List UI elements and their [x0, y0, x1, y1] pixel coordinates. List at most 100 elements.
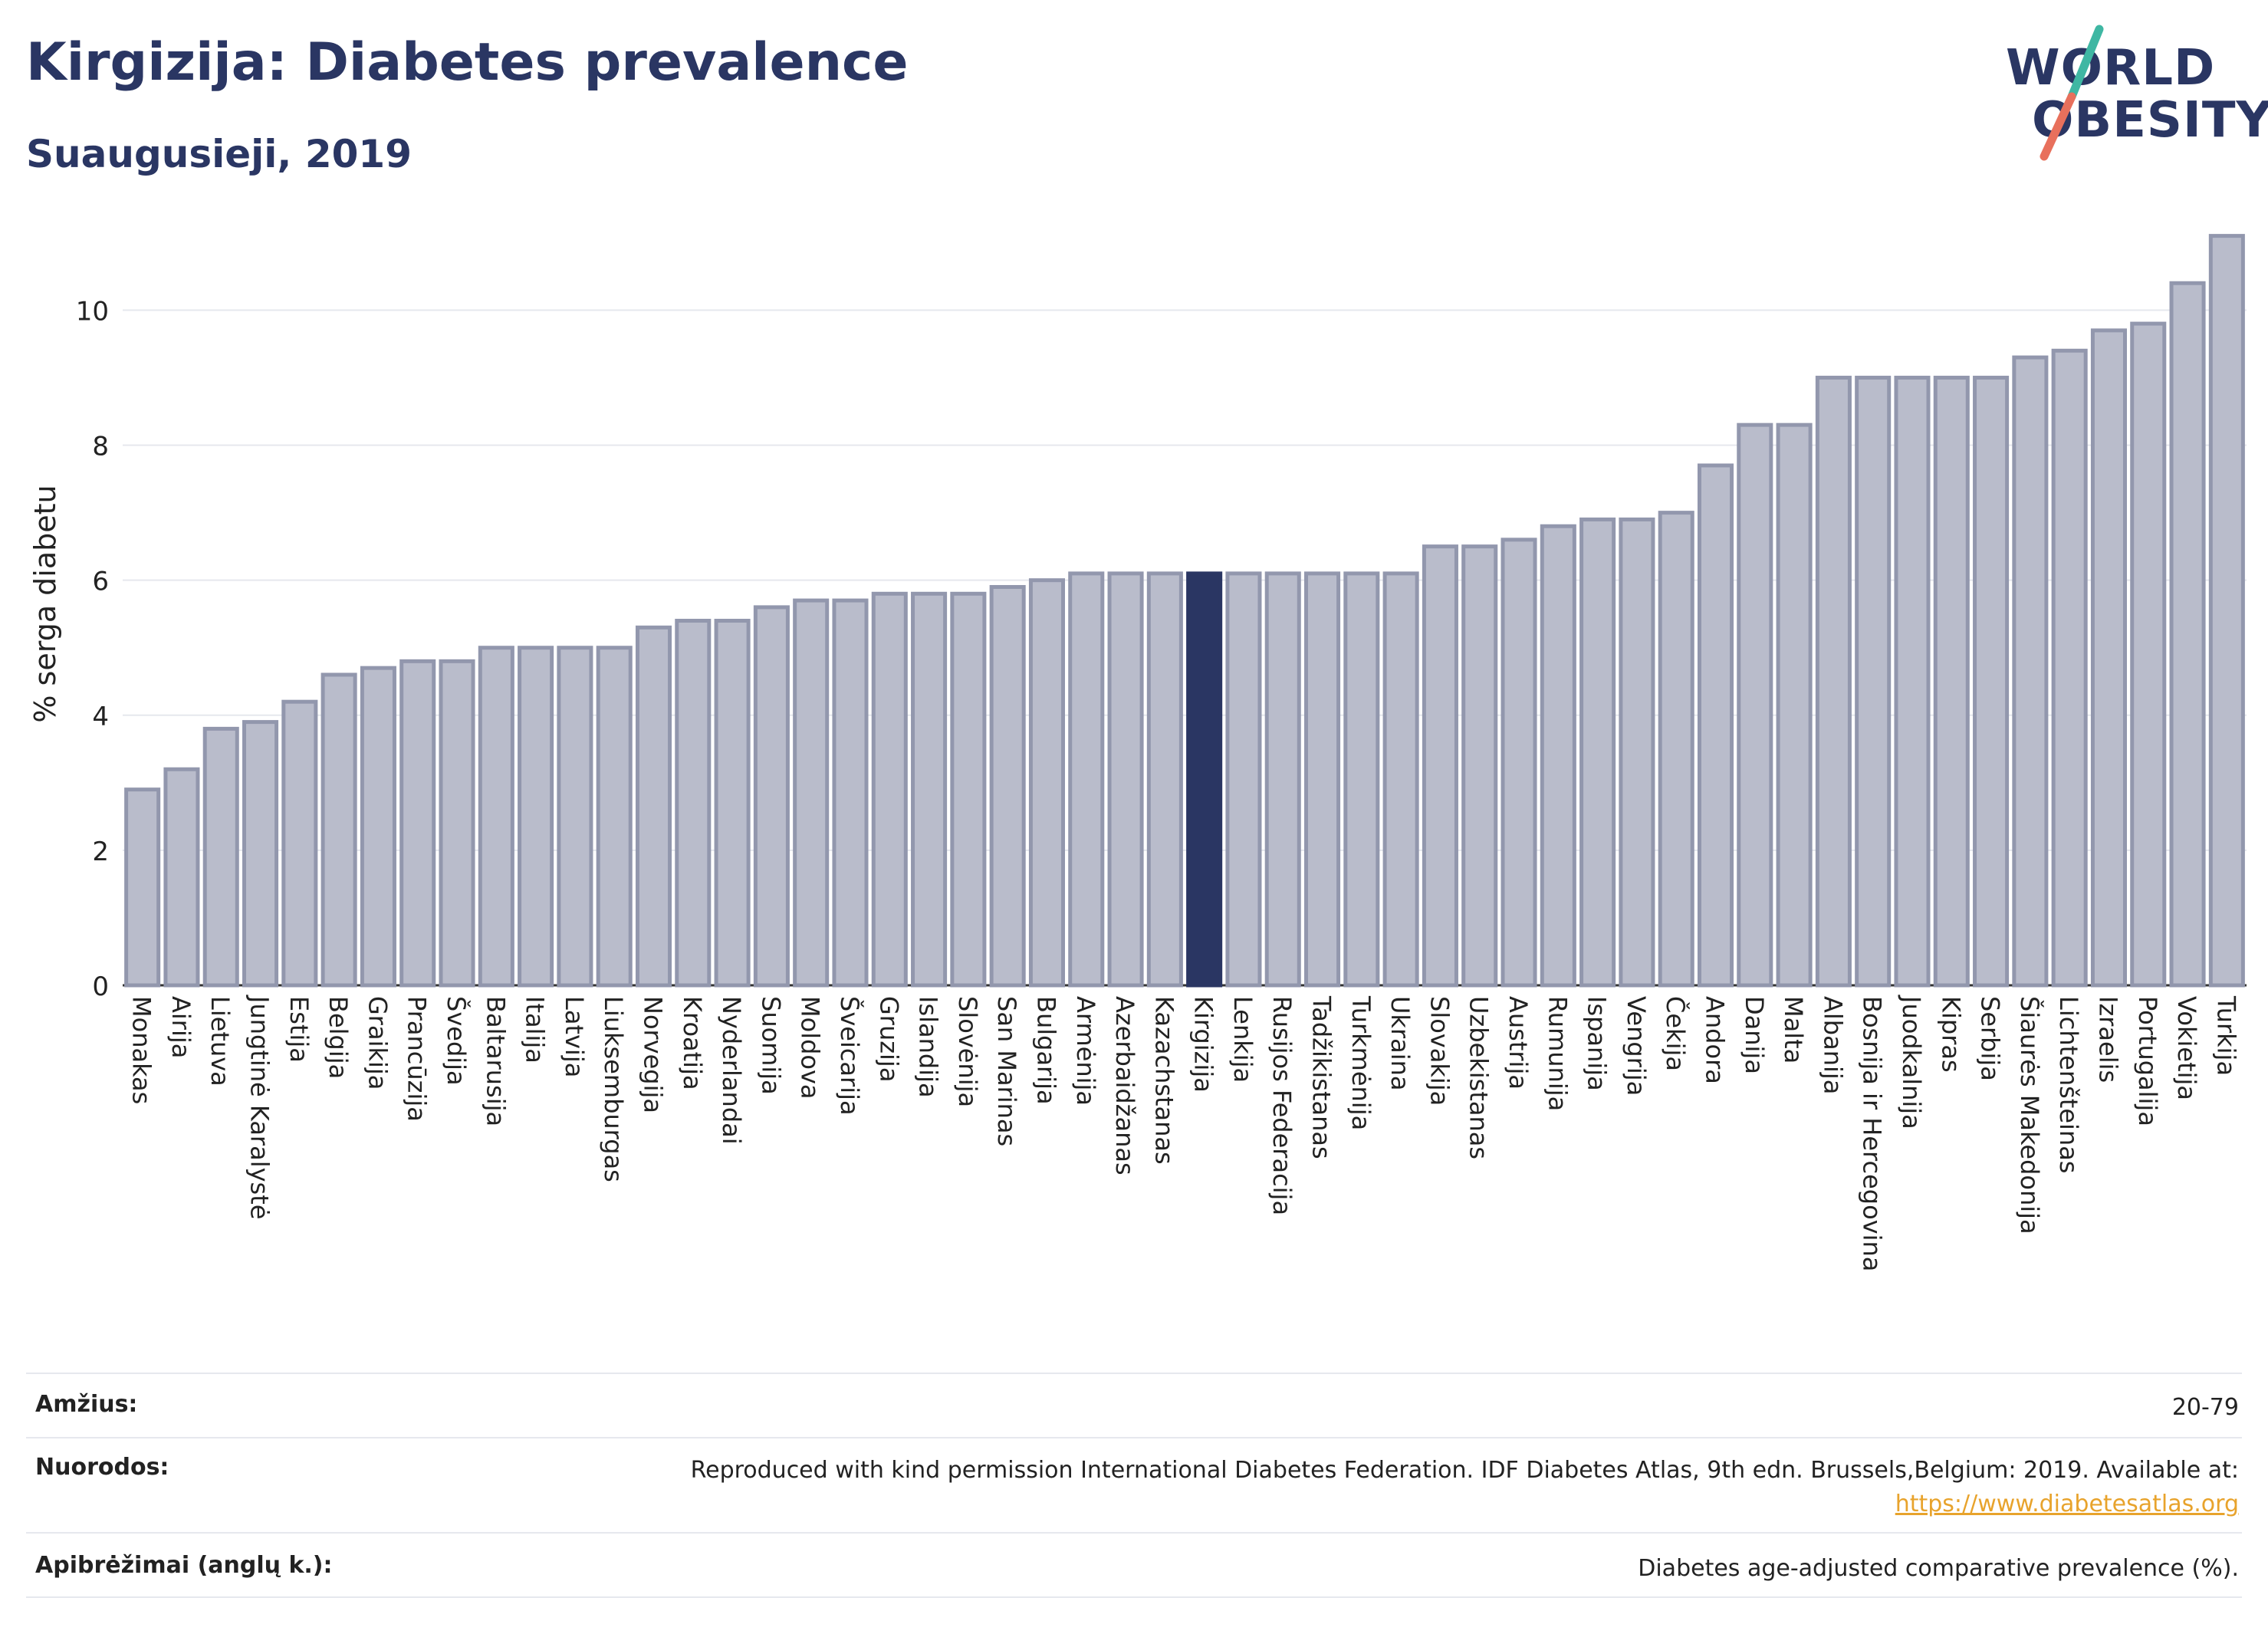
bar[interactable] [950, 591, 987, 988]
x-tick-label: Lenkija [1228, 996, 1257, 1083]
x-tick-label: Prancūzija [403, 996, 432, 1122]
x-tick-label: Danija [1740, 996, 1769, 1074]
x-tick-label: Bosnija ir Hercegovina [1858, 996, 1887, 1271]
x-tick-label: Liuksemburgas [599, 996, 628, 1182]
bar[interactable] [1461, 544, 1498, 988]
bar[interactable] [832, 598, 869, 988]
bar[interactable] [518, 646, 554, 988]
footer-row-age: Amžius: 20-79 [26, 1373, 2242, 1437]
bar[interactable] [1619, 517, 1655, 988]
bar[interactable] [557, 646, 593, 988]
bar[interactable] [2090, 328, 2127, 988]
bar[interactable] [1186, 571, 1223, 988]
x-tick-label: Portugalija [2133, 996, 2162, 1126]
bar[interactable] [1107, 571, 1144, 988]
bar[interactable] [242, 720, 279, 988]
bar[interactable] [1382, 571, 1419, 988]
bar[interactable] [439, 659, 475, 988]
bar[interactable] [1304, 571, 1341, 988]
bar[interactable] [1933, 376, 1970, 988]
x-tick-label: Kirgizija [1189, 996, 1218, 1093]
bar[interactable] [1225, 571, 1262, 988]
x-tick-label: Azerbaidžanas [1110, 996, 1139, 1175]
bar[interactable] [714, 619, 751, 988]
bar[interactable] [163, 767, 200, 988]
bar[interactable] [635, 625, 672, 988]
bar[interactable] [1500, 538, 1537, 988]
references-value: Reproduced with kind permission Internat… [691, 1454, 2242, 1521]
bar[interactable] [1776, 422, 1813, 988]
x-tick-label: Vokietija [2172, 996, 2201, 1100]
x-tick-label: Slovėnija [953, 996, 982, 1107]
bar[interactable] [1068, 571, 1105, 988]
bar[interactable] [399, 659, 436, 988]
x-tick-label: Nyderlandai [717, 996, 746, 1145]
x-tick-label: Andora [1701, 996, 1730, 1084]
bar[interactable] [360, 666, 396, 988]
x-tick-labels: Monakas Airija Lietuva Jungtinė Karalystė Es… [127, 995, 2241, 1271]
references-link[interactable]: https://www.diabetesatlas.org [1895, 1491, 2239, 1517]
bar[interactable] [1579, 517, 1616, 988]
bar[interactable] [1422, 544, 1458, 988]
x-tick-label: Uzbekistanas [1464, 996, 1494, 1159]
bar[interactable] [1973, 376, 2010, 988]
definitions-label: Apibrėžimai (anglų k.): [35, 1552, 333, 1579]
x-tick-label: Izraelis [2093, 996, 2122, 1083]
bar[interactable] [202, 726, 239, 988]
bar[interactable] [2051, 348, 2088, 988]
bar[interactable] [1737, 422, 1773, 988]
bar[interactable] [478, 646, 514, 988]
age-label: Amžius: [35, 1391, 138, 1418]
bar[interactable] [1894, 376, 1931, 988]
bar[interactable] [911, 591, 948, 988]
x-tick-label: Šveicarija [835, 996, 865, 1116]
x-tick-label: Armėnija [1071, 996, 1100, 1106]
bar[interactable] [1264, 571, 1301, 988]
y-tick-label: 0 [92, 972, 109, 1002]
x-tick-label: Graikija [363, 996, 392, 1090]
x-tick-label: Rusijos Federacija [1267, 996, 1297, 1215]
x-tick-label: Belgija [324, 996, 353, 1079]
bar[interactable] [1540, 524, 1576, 988]
logo-text-line1: WORLD [2006, 40, 2216, 97]
x-tick-label: Kroatija [678, 996, 707, 1090]
x-tick-label: Suomija [756, 996, 785, 1095]
bar[interactable] [2169, 281, 2206, 988]
bar[interactable] [1658, 511, 1694, 988]
bar[interactable] [596, 646, 633, 988]
bar[interactable] [320, 672, 357, 988]
bar[interactable] [1815, 376, 1852, 988]
bar[interactable] [281, 699, 318, 988]
x-tick-label: Slovakija [1425, 996, 1454, 1106]
bar[interactable] [1343, 571, 1380, 988]
bar[interactable] [2208, 234, 2245, 988]
x-tick-label: Norvegija [639, 996, 668, 1113]
bar[interactable] [1697, 463, 1734, 988]
bar[interactable] [989, 584, 1026, 988]
footer-row-references: Nuorodos: Reproduced with kind permissio… [26, 1437, 2242, 1532]
x-tick-label: Bulgarija [1031, 996, 1060, 1105]
bar[interactable] [753, 605, 790, 988]
x-tick-label: Austrija [1504, 996, 1533, 1090]
y-tick-label: 6 [92, 567, 109, 597]
y-tick-label: 2 [92, 837, 109, 867]
chart-footer: Amžius: 20-79 Nuorodos: Reproduced with … [26, 1373, 2242, 1598]
x-tick-label: Baltarusija [481, 996, 510, 1126]
bar[interactable] [1855, 376, 1892, 988]
x-tick-label: Airija [166, 996, 196, 1058]
bar[interactable] [2130, 321, 2167, 988]
y-tick-label: 10 [76, 296, 109, 327]
bar[interactable] [793, 598, 830, 988]
x-tick-label: Šiaurės Makedonija [2015, 996, 2045, 1235]
bar[interactable] [124, 787, 161, 988]
bar[interactable] [2012, 355, 2049, 988]
grid-lines [123, 309, 2247, 987]
bar[interactable] [1028, 578, 1065, 988]
page-title: Kirgizija: Diabetes prevalence [26, 32, 909, 93]
world-obesity-logo[interactable]: WORLD OBESITY [2001, 21, 2268, 167]
x-tick-label: Gruzija [874, 996, 903, 1082]
age-value: 20-79 [2171, 1394, 2239, 1421]
bar[interactable] [871, 591, 908, 988]
bar[interactable] [675, 619, 712, 988]
bar[interactable] [1146, 571, 1183, 988]
